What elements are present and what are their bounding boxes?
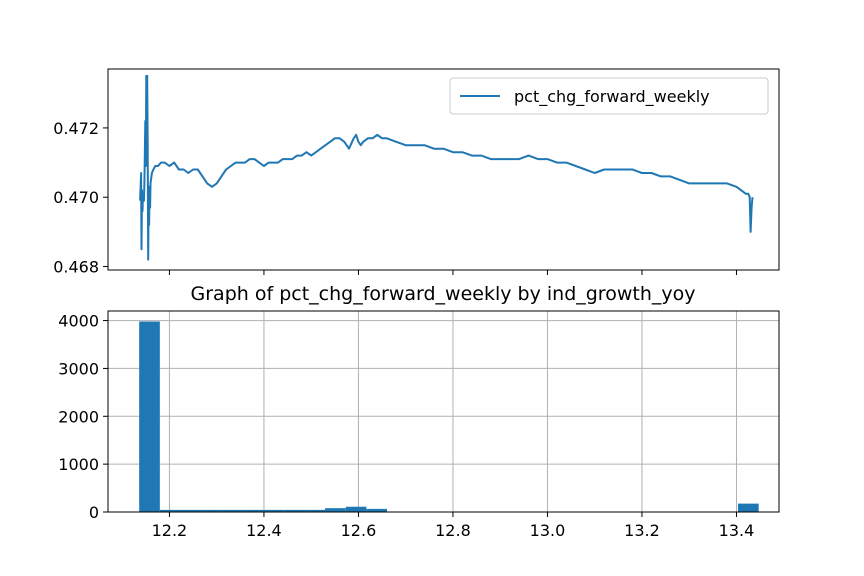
x-tick-label: 12.6 xyxy=(341,521,377,540)
histogram-y-axis: 0 1000 2000 3000 4000 xyxy=(58,312,108,522)
y-tick-label: 4000 xyxy=(58,312,99,331)
histogram-bar xyxy=(283,509,305,512)
legend-box xyxy=(449,77,769,115)
legend-entry-label: pct_chg_forward_weekly xyxy=(514,87,710,107)
x-tick-label: 12.8 xyxy=(435,521,471,540)
x-tick-label: 12.2 xyxy=(152,521,188,540)
y-tick-label: 0 xyxy=(89,503,99,522)
histogram-bars xyxy=(139,321,759,512)
y-tick-label: 2000 xyxy=(58,407,99,426)
histogram-panel: Graph of pct_chg_forward_weekly by ind_g… xyxy=(58,283,780,540)
histogram-bar xyxy=(180,509,202,512)
histogram-bar xyxy=(738,503,759,512)
legend: pct_chg_forward_weekly xyxy=(449,77,769,115)
line-chart-frame xyxy=(107,68,780,271)
histogram-bar xyxy=(366,508,387,512)
histogram-bar xyxy=(304,509,326,512)
x-tick-label: 13.0 xyxy=(530,521,566,540)
y-tick-label: 0.468 xyxy=(53,258,99,277)
histogram-title: Graph of pct_chg_forward_weekly by ind_g… xyxy=(191,283,696,305)
line-chart-x-axis xyxy=(168,270,737,275)
y-tick-label: 1000 xyxy=(58,455,99,474)
histogram-bar xyxy=(263,509,284,512)
histogram-frame xyxy=(107,310,780,513)
histogram-x-axis: 12.2 12.4 12.6 12.8 13.0 13.2 13.4 xyxy=(152,512,755,540)
line-chart-panel: 0.468 0.470 0.472 pct_chg_forward_weekly xyxy=(53,68,780,277)
y-tick-label: 3000 xyxy=(58,359,99,378)
y-tick-label: 0.472 xyxy=(53,119,99,138)
histogram-grid xyxy=(108,311,779,513)
line-chart-plot-area xyxy=(139,74,754,261)
histogram-bar xyxy=(221,509,243,512)
y-tick-label: 0.470 xyxy=(53,188,99,207)
x-tick-label: 13.4 xyxy=(719,521,755,540)
series-line-pct_chg_forward_weekly xyxy=(139,74,754,261)
histogram-bar xyxy=(159,509,181,512)
x-tick-label: 13.2 xyxy=(624,521,660,540)
histogram-bar xyxy=(325,508,346,512)
line-chart-y-axis: 0.468 0.470 0.472 xyxy=(53,119,108,277)
x-tick-label: 12.4 xyxy=(246,521,282,540)
histogram-bar xyxy=(242,509,264,512)
histogram-bar xyxy=(201,509,222,512)
histogram-bar xyxy=(345,506,367,512)
histogram-bar xyxy=(139,321,160,512)
